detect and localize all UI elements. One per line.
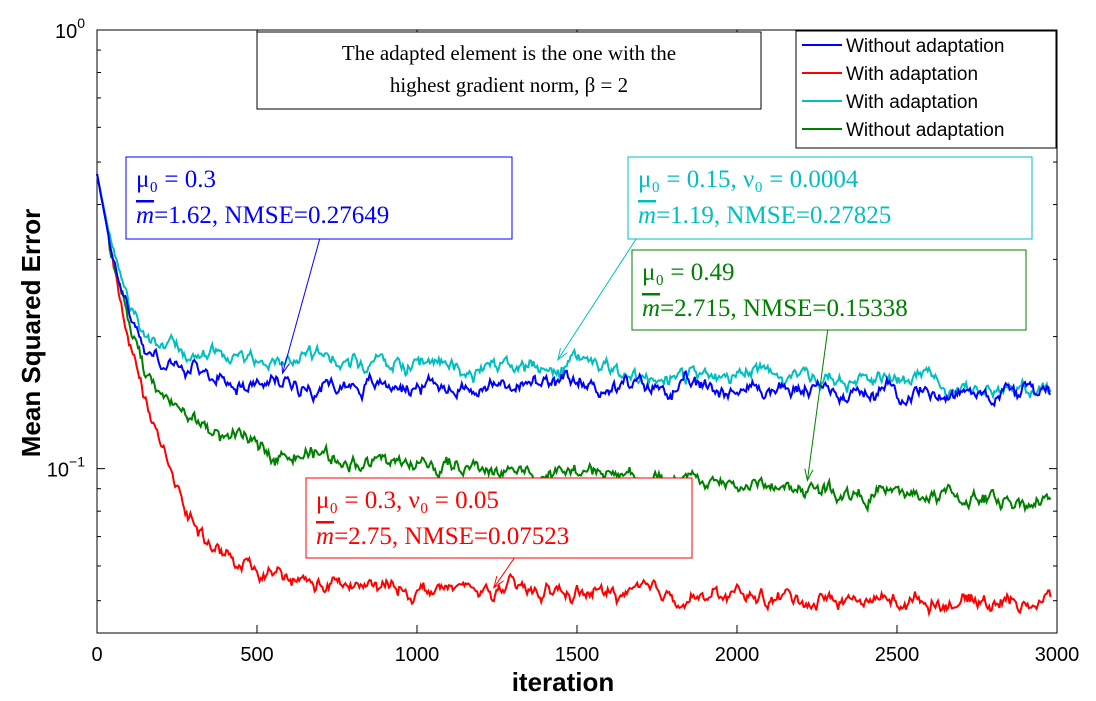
legend-entry: Without adaptation: [846, 120, 1004, 141]
series-line: [96, 173, 1052, 401]
annotation-arrowhead: [492, 576, 504, 590]
legend: Without adaptation With adaptation With ad…: [795, 30, 1057, 149]
annotation-line-1: μ₀ = 0.3, ν₀ = 0.05: [316, 487, 499, 514]
annotation-line-2: m=1.19, NMSE=0.27825: [638, 202, 891, 229]
annotation-line-1: μ₀ = 0.49: [642, 259, 734, 286]
annotation-box: [631, 249, 1027, 331]
annotation-arrow: [806, 327, 829, 481]
annotation-line-2: m=1.62, NMSE=0.27649: [136, 202, 389, 229]
annotation-box: [627, 156, 1033, 240]
x-tick-label: 1000: [395, 644, 440, 666]
title-line-1: The adapted element is the one with the: [342, 41, 676, 65]
annotation-line-2: m=2.715, NMSE=0.15338: [642, 295, 908, 322]
annotation-arrow: [557, 232, 641, 361]
annotation-layer: μ₀ = 0.3 m=1.62, NMSE=0.27649 μ₀ = 0.15, ν…: [125, 156, 1033, 590]
y-tick-label: 10−1: [47, 454, 85, 482]
legend-entry: With adaptation: [846, 92, 978, 113]
annotation-arrowhead: [804, 468, 814, 482]
annotation-line-1: μ₀ = 0.15, ν₀ = 0.0004: [638, 166, 859, 193]
y-axis-label: Mean Squared Error: [16, 209, 46, 458]
x-tick-label: 1500: [555, 644, 600, 666]
title-box: The adapted element is the one with the …: [256, 31, 762, 110]
legend-entry: With adaptation: [846, 64, 978, 85]
series-line: [96, 173, 1052, 514]
annotation-line-1: μ₀ = 0.3: [136, 166, 216, 193]
x-tick-label: 3000: [1035, 644, 1080, 666]
x-tick-label: 2500: [875, 644, 920, 666]
annotation-box: [305, 477, 693, 559]
x-tick-label: 0: [91, 644, 102, 666]
legend-entry: Without adaptation: [846, 36, 1004, 57]
annotation-arrowhead: [281, 361, 290, 375]
annotation-arrowhead: [557, 348, 568, 362]
x-axis-label: iteration: [512, 667, 615, 697]
annotation: μ₀ = 0.3 m=1.62, NMSE=0.27649: [125, 156, 513, 375]
series-line: [96, 173, 1052, 408]
y-tick-label: 100: [55, 15, 85, 43]
annotation: μ₀ = 0.49 m=2.715, NMSE=0.15338: [631, 249, 1027, 482]
x-tick-label: 500: [240, 644, 273, 666]
annotation-line-2: m=2.75, NMSE=0.07523: [316, 523, 569, 550]
series-layer: [96, 173, 1052, 618]
annotation-arrow: [493, 556, 516, 589]
annotation-arrow: [282, 226, 324, 374]
series-line: [96, 173, 1052, 618]
annotation-box: [125, 156, 513, 240]
annotation: μ₀ = 0.3, ν₀ = 0.05 m=2.75, NMSE=0.07523: [305, 477, 693, 590]
ticks-layer: 0 500 1000 1500 2000 2500 3000 100 10−1: [47, 15, 1079, 666]
title-line-2: highest gradient norm, β = 2: [390, 73, 628, 97]
x-tick-label: 2000: [715, 644, 760, 666]
annotation: μ₀ = 0.15, ν₀ = 0.0004 m=1.19, NMSE=0.278…: [557, 156, 1033, 362]
